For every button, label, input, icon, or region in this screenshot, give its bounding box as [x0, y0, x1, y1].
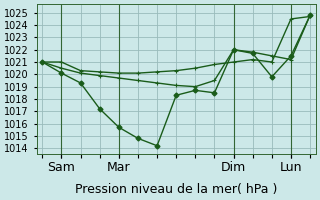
- X-axis label: Pression niveau de la mer( hPa ): Pression niveau de la mer( hPa ): [75, 183, 277, 196]
